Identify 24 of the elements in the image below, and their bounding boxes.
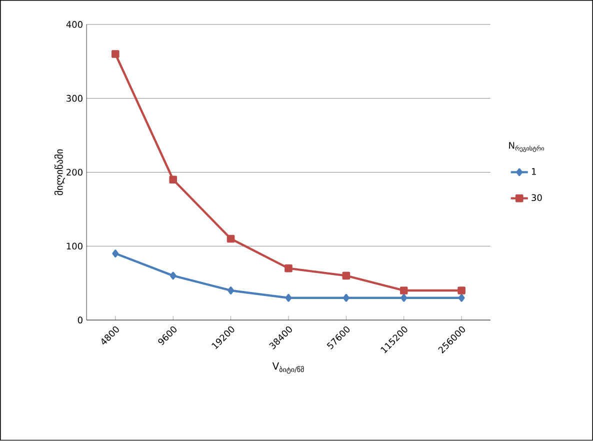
legend-title: N$_{რეგისტრი}$ — [509, 142, 544, 152]
point — [285, 294, 292, 302]
y-tick-label: 200 — [66, 168, 82, 176]
point — [228, 286, 234, 295]
point — [342, 272, 350, 280]
x-axis-title: V$_{ბიტი/წმ}$ — [272, 362, 304, 374]
y-tick-label: 0 — [78, 316, 82, 324]
y-tick-label: 400 — [66, 21, 82, 28]
point — [458, 286, 466, 295]
point — [400, 286, 408, 295]
point — [458, 294, 465, 302]
y-axis-title: მილიწამი — [54, 149, 66, 196]
point — [112, 250, 119, 258]
point — [400, 294, 408, 302]
legend-label: 1 — [532, 168, 536, 175]
legend-label: 30 — [532, 194, 542, 202]
point — [284, 264, 292, 272]
y-tick-label: 300 — [66, 95, 82, 102]
point — [169, 176, 178, 184]
point — [342, 294, 350, 302]
point — [170, 272, 176, 280]
y-tick-label: 100 — [66, 242, 82, 250]
point — [112, 50, 120, 58]
point — [226, 234, 235, 243]
